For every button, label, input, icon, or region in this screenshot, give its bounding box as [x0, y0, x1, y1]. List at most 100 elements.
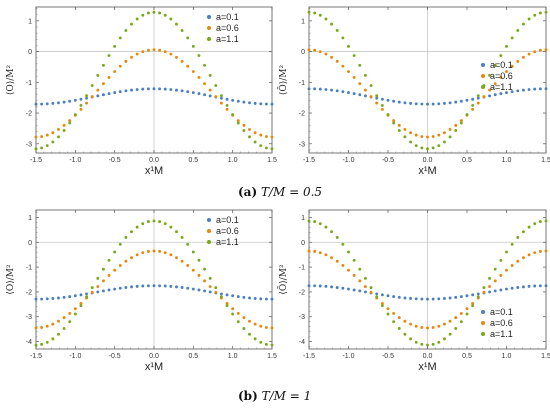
series-a=1.1 [307, 219, 548, 347]
data-point [248, 127, 251, 131]
data-point [533, 251, 537, 255]
data-point [124, 89, 128, 93]
data-point [459, 311, 463, 315]
data-point [538, 220, 542, 224]
data-point [163, 87, 167, 91]
data-point [107, 258, 111, 262]
data-point [186, 263, 190, 267]
data-point [197, 54, 201, 57]
data-point [437, 133, 441, 137]
data-point [392, 295, 396, 299]
data-point [152, 10, 156, 14]
data-point [130, 256, 133, 260]
data-point [380, 107, 384, 111]
data-point [130, 22, 133, 26]
data-point [352, 54, 356, 57]
x-tick-label: 1.5 [267, 157, 277, 164]
data-point [34, 297, 38, 301]
data-point [45, 133, 49, 137]
data-point [488, 285, 492, 289]
data-point [347, 287, 350, 291]
data-point [225, 293, 229, 297]
data-point [488, 276, 492, 280]
data-point [454, 100, 458, 104]
data-point [307, 284, 311, 288]
data-point [107, 288, 111, 292]
data-point [79, 304, 83, 308]
data-point [510, 36, 514, 40]
chart-panel-bottom-right: -1.5 -1.0 -0.5 0.0 0.5 1.0 1.5 -4 -3 -2 -1 0 1 x¹M ⟨Ō⟩… [277, 209, 550, 373]
data-point [516, 259, 520, 263]
data-point [318, 13, 322, 17]
data-point [270, 297, 274, 301]
data-point [85, 96, 89, 100]
data-point [392, 121, 396, 125]
y-tick-label: 1 [301, 18, 305, 25]
data-point [158, 220, 162, 224]
data-point [141, 87, 145, 91]
data-point [476, 101, 480, 105]
x-tick-label: 1.0 [228, 353, 238, 360]
data-point [442, 296, 446, 300]
data-point [414, 133, 418, 137]
data-point [369, 95, 373, 99]
data-point [208, 73, 212, 77]
data-point [499, 288, 503, 292]
data-point [186, 286, 190, 290]
data-point [57, 127, 60, 131]
data-point [426, 147, 429, 151]
data-point [236, 119, 240, 123]
data-point [248, 332, 251, 336]
y-tick-label: 1 [301, 215, 305, 222]
data-point [437, 324, 441, 328]
data-point [386, 113, 390, 117]
data-point [448, 135, 452, 139]
data-point [448, 319, 452, 323]
data-point [358, 279, 362, 283]
data-point [352, 258, 356, 262]
data-point [448, 332, 452, 336]
data-point [236, 320, 240, 324]
data-point [459, 320, 463, 324]
data-point [180, 28, 184, 32]
x-tick-label: 1.5 [267, 353, 277, 360]
data-point [533, 284, 537, 288]
data-point [169, 253, 173, 257]
data-point [426, 102, 429, 106]
data-point [186, 242, 190, 246]
data-point [437, 144, 441, 148]
data-point [414, 340, 418, 344]
data-point [347, 250, 350, 254]
caption-a-text: T/M = 0.5 [260, 185, 323, 199]
data-point [68, 121, 72, 125]
data-point [538, 87, 542, 91]
data-point [380, 97, 384, 101]
data-point [113, 250, 117, 254]
data-point [521, 285, 525, 289]
data-point [341, 64, 345, 68]
data-point [242, 129, 246, 132]
data-point [307, 48, 311, 52]
data-point [191, 250, 195, 254]
data-point [85, 94, 89, 98]
data-point [454, 123, 458, 127]
data-point [264, 102, 268, 106]
data-point [219, 295, 223, 299]
data-point [214, 290, 218, 294]
data-point [40, 146, 44, 150]
data-point [521, 22, 525, 26]
x-tick-label: 0.0 [423, 353, 433, 360]
data-point [124, 259, 128, 263]
data-point [318, 222, 322, 226]
data-point [414, 102, 418, 106]
data-point [57, 135, 60, 139]
data-point [420, 146, 424, 150]
x-tick-label: 0.5 [188, 353, 198, 360]
data-point [231, 312, 235, 316]
data-point [68, 295, 72, 299]
data-point [341, 36, 345, 40]
data-point [454, 129, 458, 132]
data-point [242, 327, 246, 330]
data-point [352, 92, 356, 96]
data-point [499, 258, 503, 262]
